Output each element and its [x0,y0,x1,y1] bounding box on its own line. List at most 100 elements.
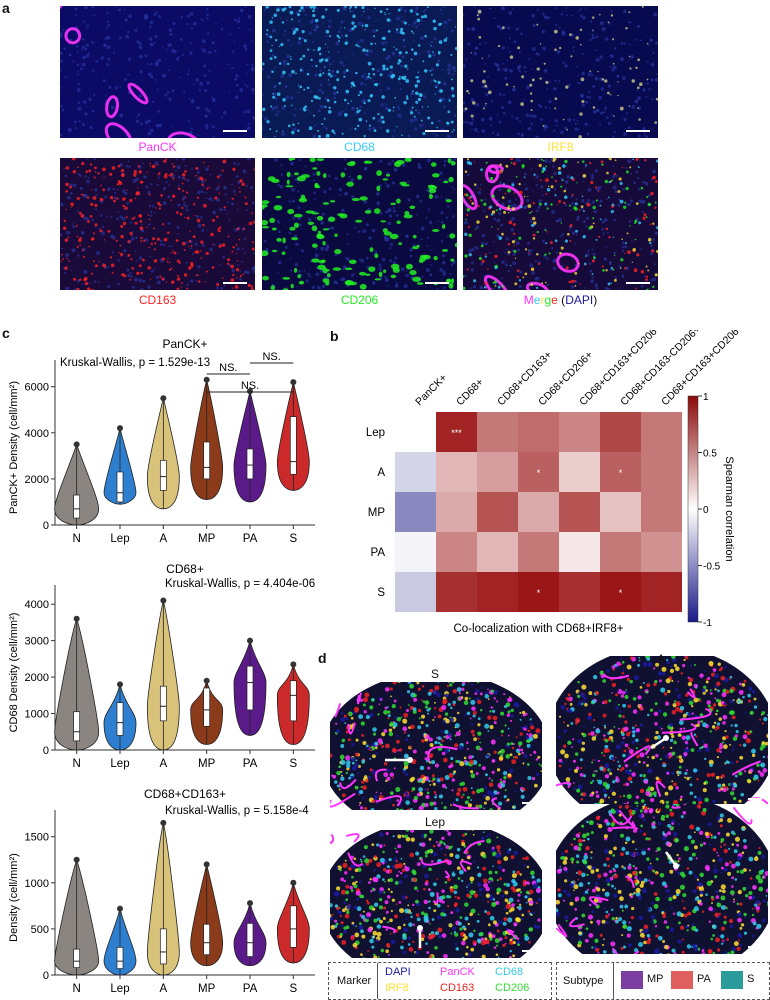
heatmap-cell [600,492,641,532]
x-tick-label: S [289,758,297,770]
outlier-point [117,425,123,432]
ns-annotation: NS. [241,380,259,392]
outlier-point [160,597,167,604]
heatmap-cell [477,572,518,612]
heatmap-cell [436,452,477,492]
heatmap-cell [518,492,559,532]
heatmap-cell [559,452,600,492]
x-tick-label: MP [198,983,216,995]
heatmap-row-label: A [377,467,385,479]
marker-legend: Marker DAPI PanCK CD68 IRF8 CD163 CD206 [328,962,552,1000]
panel-b-heatmap: PanCK+ CD68+ CD68+CD163+CD68+CD206+CD68+CD… [366,330,746,635]
plot-title: CD68+ [166,562,204,576]
outlier-point [203,677,210,684]
box-Lep [116,471,124,503]
subtype-swatch-pa [671,971,693,989]
x-tick-label: A [159,758,167,770]
heatmap-cell [641,572,682,612]
significance-star: * [537,468,541,478]
outlier-point [290,379,297,386]
caption-cd68: CD68 [344,140,375,154]
y-tick-label: 0 [43,970,49,982]
marker-irf8: IRF8 [385,982,409,994]
heatmap-cell [395,532,436,572]
subtype-legend-title: Subtype [563,975,604,987]
heatmap-cell [559,492,600,532]
box-PA [246,448,254,480]
heatmap-cell [395,452,436,492]
violin-plot-1: CD68+ 0 1000 2000 3000 4000 CD68 Density (cell… [8,562,315,770]
heatmap-cell [395,572,436,612]
test-annotation: Kruskal-Wallis, p = 1.529e-13 [60,357,210,369]
outlier-point [160,395,167,402]
y-tick-label: 0 [43,520,49,532]
heatmap-col-label: PanCK+ [413,372,449,408]
subtype-legend: Subtype MP PA S [556,962,770,1000]
outlier-point [203,376,210,383]
box-Lep [116,702,124,736]
x-tick-label: Lep [110,758,129,770]
box-N [73,494,81,519]
y-tick-label: 4000 [25,599,49,611]
heatmap-cell [477,492,518,532]
box-PA [246,923,254,957]
significance-star: * [537,588,541,598]
x-tick-label: A [159,983,167,995]
box-S [289,905,297,948]
box-N [73,711,81,742]
caption-irf8: IRF8 [547,140,574,154]
micrograph-label: A [656,652,665,666]
box-PA [246,665,254,711]
heatmap-col-label: CD68+ [454,376,486,408]
marker-cd68: CD68 [495,966,524,978]
outlier-point [247,388,253,395]
box-N [73,948,81,968]
outlier-point [73,441,80,448]
outlier-point [73,856,80,863]
y-tick-label: 1000 [25,878,49,890]
panel-label-c: c [2,325,10,341]
y-tick-label: 3000 [25,636,49,648]
outlier-point [247,900,253,907]
color-bar-tick: 0.5 [703,449,717,460]
x-tick-label: N [73,983,81,995]
marker-legend-title: Marker [337,975,372,987]
box-A [159,928,167,965]
box-A [159,685,167,722]
micrograph-label: Lep [424,815,446,829]
box-MP [203,923,211,956]
subtype-swatch-mp [621,971,643,989]
y-tick-label: 2000 [25,474,49,486]
outlier-point [290,879,297,886]
marker-dapi: DAPI [385,966,411,978]
y-tick-label: 1500 [25,832,49,844]
test-annotation: Kruskal-Wallis, p = 5.158e-4 [165,805,309,817]
subtype-label-pa: PA [697,973,711,985]
box-Lep [116,946,124,969]
y-axis-label: CD68 Density (cell/mm²) [8,613,20,733]
y-tick-label: 1000 [25,709,49,721]
x-tick-label: S [289,533,297,545]
heatmap-cell [436,572,477,612]
micrograph-cd68 [262,6,457,138]
violin-plot-0: PanCK+ 0 2000 4000 6000 PanCK+ Density (cell/… [8,337,315,545]
arrow-indicator [650,736,667,750]
micrograph-irf8 [463,6,658,138]
y-tick-label: 0 [43,745,49,757]
tissue-micrograph-3 [556,804,768,954]
heatmap-x-label: Co-localization with CD68+IRF8+ [453,623,623,635]
plot-title: PanCK+ [162,337,207,351]
x-tick-label: Lep [110,983,129,995]
caption-cd206: CD206 [340,293,379,307]
panel-c-violin-plots: PanCK+ 0 2000 4000 6000 PanCK+ Density (cell/… [8,337,315,995]
heatmap-cell [641,452,682,492]
subtype-label-s: S [747,973,755,985]
marker-cd206: CD206 [495,982,530,994]
outlier-point [203,861,210,868]
micrograph-cd206 [262,158,457,290]
subtype-label-mp: MP [647,973,664,985]
violin-plot-2: CD68+CD163+ 0 500 1000 1500 Density (cell/mm²… [8,787,315,995]
y-tick-label: 6000 [25,382,49,394]
tissue-micrograph-0 [330,682,542,810]
panel-label-b: b [330,328,339,344]
